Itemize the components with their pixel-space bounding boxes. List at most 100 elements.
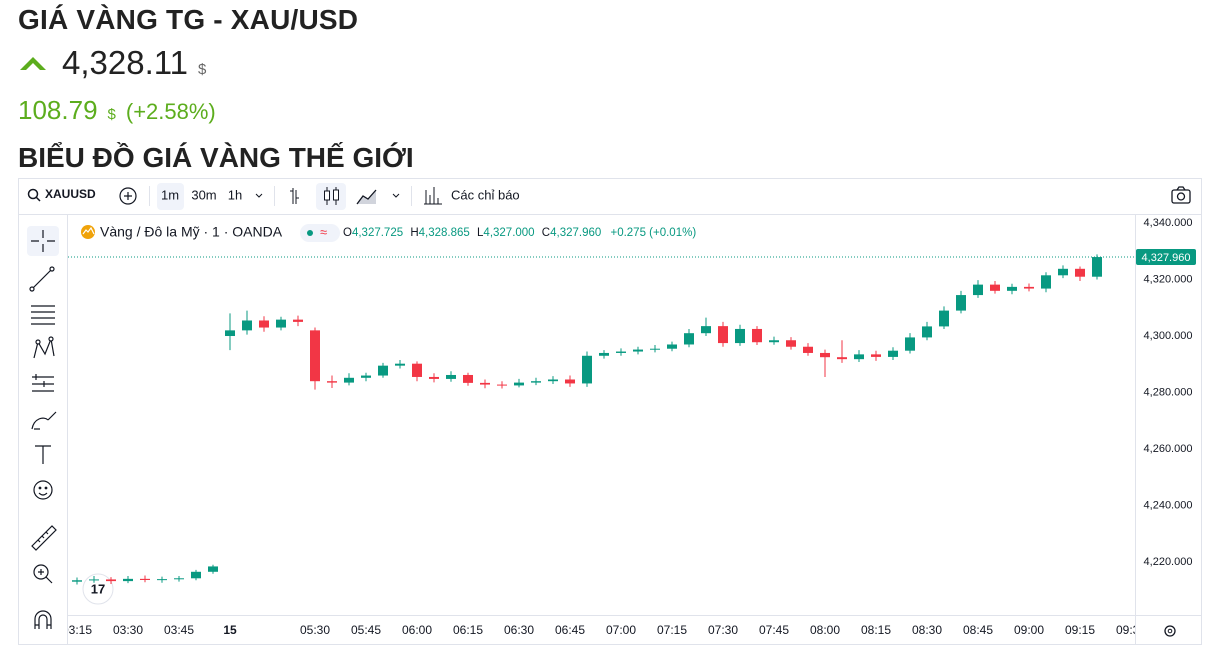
chart-legend: Vàng / Đô la Mỹ · 1 · OANDA ≈ O4,327.725…	[81, 224, 696, 242]
candle-body	[837, 357, 847, 360]
change: 108.79	[18, 95, 98, 125]
legend-key: C	[542, 227, 550, 239]
y-tick-label: 4,340.000	[1144, 217, 1193, 229]
price-unit: $	[198, 61, 207, 78]
candle-body	[225, 330, 235, 337]
candle-body	[922, 326, 932, 338]
candle-body	[412, 363, 422, 377]
interval[interactable]: 1h	[228, 187, 242, 202]
area-style[interactable]	[356, 189, 377, 205]
candle-style[interactable]	[316, 183, 346, 210]
x-tick-label: 06:00	[402, 623, 432, 637]
candle-body	[684, 333, 694, 345]
legend-value: 4,327.960	[550, 227, 601, 239]
chart-widget: XAUUSD 1m 30m 1h Các chỉ báo Vàng / Đô l…	[18, 178, 1202, 645]
chevron[interactable]	[255, 193, 263, 198]
interval[interactable]: 1m	[161, 187, 179, 202]
up-arrow	[20, 57, 46, 70]
pattern-tool[interactable]	[33, 336, 55, 359]
legend-value: 4,328.865	[419, 227, 470, 239]
candle-body	[106, 579, 116, 582]
magnet-tool[interactable]	[34, 610, 52, 629]
x-tick-label: 03:45	[164, 623, 194, 637]
y-tick-label: 4,320.000	[1144, 273, 1193, 285]
last-price-tag	[1136, 249, 1196, 266]
candle-body	[888, 350, 898, 357]
legend-ohlc: O4,327.725 H4,328.865 L4,327.000 C4,327.…	[343, 227, 696, 239]
candle-body	[259, 320, 269, 328]
candle-body	[769, 340, 779, 343]
x-tick-label: 06:45	[555, 623, 585, 637]
candle-body	[599, 352, 609, 356]
last-price-label: 4,327.960	[1142, 252, 1191, 264]
svg-text:≈: ≈	[320, 224, 327, 239]
candle-body	[939, 310, 949, 327]
candle-body	[803, 346, 813, 353]
candle-body	[786, 340, 796, 347]
legend-key: H	[410, 227, 418, 239]
candle-body	[123, 578, 133, 582]
change-unit: $	[107, 106, 116, 123]
forecast-tool[interactable]	[32, 374, 54, 392]
price: 4,328.11	[62, 44, 189, 81]
fib-tool[interactable]	[31, 305, 55, 325]
candle-body	[701, 326, 711, 334]
symbol: XAUUSD	[45, 187, 96, 201]
candle-body	[956, 295, 966, 311]
candle-body	[89, 579, 99, 581]
search-button[interactable]: XAUUSD	[27, 187, 97, 202]
x-tick-label: 08:00	[810, 623, 840, 637]
candle-body	[735, 328, 745, 344]
x-tick-label: 03:15	[62, 623, 92, 637]
candle-body	[310, 330, 320, 382]
legend-key: O	[343, 227, 352, 239]
interval[interactable]: 30m	[191, 187, 216, 202]
candle-body	[820, 352, 830, 358]
settings-icon	[1164, 625, 1176, 637]
text-tool[interactable]	[35, 445, 51, 464]
candle-body	[446, 374, 456, 379]
chevron[interactable]	[392, 193, 400, 198]
compare-button[interactable]	[119, 187, 137, 205]
svg-text:17: 17	[91, 581, 105, 596]
x-tick-label: 07:30	[708, 623, 738, 637]
interval-active[interactable]	[157, 183, 184, 210]
candle-body	[650, 348, 660, 350]
x-tick-label: 08:45	[963, 623, 993, 637]
bar-style[interactable]	[290, 188, 299, 204]
indicators-label: Các chỉ báo	[451, 187, 520, 202]
candle-body	[633, 349, 643, 352]
indicators-button[interactable]: Các chỉ báo	[424, 187, 520, 205]
candle-body	[871, 354, 881, 357]
candle-body	[293, 319, 303, 322]
tv-logo: 17	[82, 573, 114, 605]
x-tick-label: 05:45	[351, 623, 381, 637]
x-tick-label: 05:30	[300, 623, 330, 637]
ruler-tool[interactable]	[31, 525, 57, 551]
y-tick-label: 4,260.000	[1144, 443, 1193, 455]
candle-body	[718, 326, 728, 344]
candle-body	[905, 337, 915, 351]
candle-body	[616, 351, 626, 353]
snapshot-button[interactable]	[1171, 186, 1191, 204]
candle-body	[1024, 286, 1034, 289]
legend-value: 4,327.000	[483, 227, 534, 239]
x-tick-label: 06:30	[504, 623, 534, 637]
x-tick-label: 07:45	[759, 623, 789, 637]
brush-tool[interactable]	[31, 411, 57, 430]
candle-body	[429, 376, 439, 379]
legend-change: +0.275 (+0.01%)	[610, 227, 696, 239]
x-tick-label: 08:30	[912, 623, 942, 637]
price-row: 4,328.11 $	[18, 44, 206, 82]
candle-body	[208, 566, 218, 572]
zoom-tool[interactable]	[33, 564, 53, 584]
y-tick-label: 4,220.000	[1144, 556, 1193, 568]
candle-body	[463, 374, 473, 383]
candle-body	[157, 579, 167, 581]
line-tool[interactable]	[29, 266, 55, 292]
candle-body	[140, 578, 150, 580]
emoji-tool[interactable]	[33, 480, 53, 500]
crosshair-tool[interactable]	[27, 226, 59, 256]
